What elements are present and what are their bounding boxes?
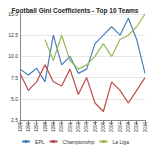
svg-text:1995: 1995 bbox=[18, 122, 23, 133]
svg-text:2008: 2008 bbox=[126, 122, 131, 133]
svg-text:La Liga: La Liga bbox=[113, 139, 130, 145]
svg-text:2003: 2003 bbox=[84, 122, 89, 133]
svg-text:2000: 2000 bbox=[59, 122, 64, 133]
svg-text:1998: 1998 bbox=[43, 122, 48, 133]
svg-text:2002: 2002 bbox=[76, 122, 81, 133]
svg-text:12.5: 12.5 bbox=[8, 32, 18, 38]
svg-text:EPL: EPL bbox=[35, 139, 45, 145]
svg-text:Championship: Championship bbox=[63, 139, 95, 145]
svg-text:2.5: 2.5 bbox=[11, 117, 18, 123]
svg-text:Football Gini Coefficients - T: Football Gini Coefficients - Top 10 Team… bbox=[12, 7, 139, 15]
svg-text:2006: 2006 bbox=[109, 122, 114, 133]
svg-text:2007: 2007 bbox=[118, 122, 123, 133]
svg-text:2004: 2004 bbox=[93, 122, 98, 133]
svg-text:2005: 2005 bbox=[101, 122, 106, 133]
svg-text:15.0: 15.0 bbox=[8, 11, 18, 17]
svg-text:10.0: 10.0 bbox=[8, 53, 18, 59]
svg-text:1997: 1997 bbox=[34, 122, 39, 133]
svg-text:2001: 2001 bbox=[68, 122, 73, 133]
svg-text:2010: 2010 bbox=[143, 122, 148, 133]
svg-text:1999: 1999 bbox=[51, 122, 56, 133]
svg-text:5.0: 5.0 bbox=[11, 96, 18, 102]
svg-text:2009: 2009 bbox=[134, 122, 139, 133]
svg-text:1996: 1996 bbox=[26, 122, 31, 133]
svg-text:7.5: 7.5 bbox=[11, 75, 18, 81]
